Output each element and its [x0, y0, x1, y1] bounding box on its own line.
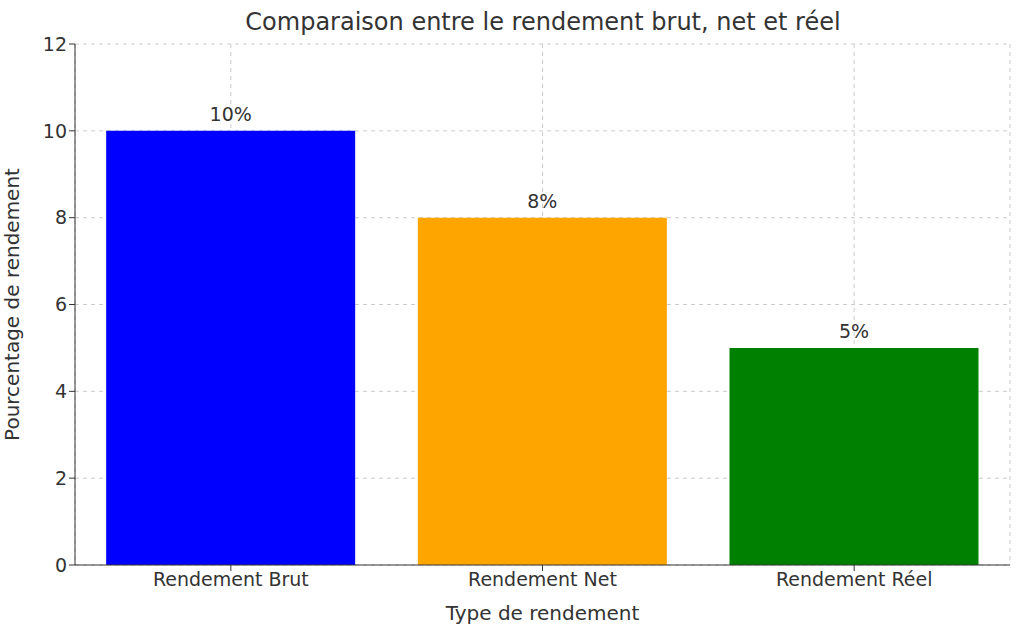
svg-text:2: 2 [55, 467, 67, 489]
html-text:Comparaison entre le rendement: Comparaison entre le rendement brut, net… [245, 8, 841, 36]
svg-text:Type de rendement: Type de rendement [445, 601, 640, 625]
svg-text:0: 0 [55, 554, 67, 576]
svg-text:8: 8 [55, 206, 67, 228]
svg-text:Rendement Net: Rendement Net [468, 568, 617, 590]
svg-text:6: 6 [55, 293, 67, 315]
svg-text:4: 4 [55, 380, 67, 402]
svg-text:10: 10 [43, 120, 67, 142]
svg-text:12: 12 [43, 33, 67, 55]
svg-text:Rendement Réel: Rendement Réel [776, 568, 933, 590]
svg-text:Pourcentage de rendement: Pourcentage de rendement [8, 168, 24, 441]
svg-text:8%: 8% [527, 190, 557, 212]
svg-text:10%: 10% [210, 103, 252, 125]
svg-text:Rendement Brut: Rendement Brut [153, 568, 309, 590]
svg-text:5%: 5% [839, 320, 869, 342]
